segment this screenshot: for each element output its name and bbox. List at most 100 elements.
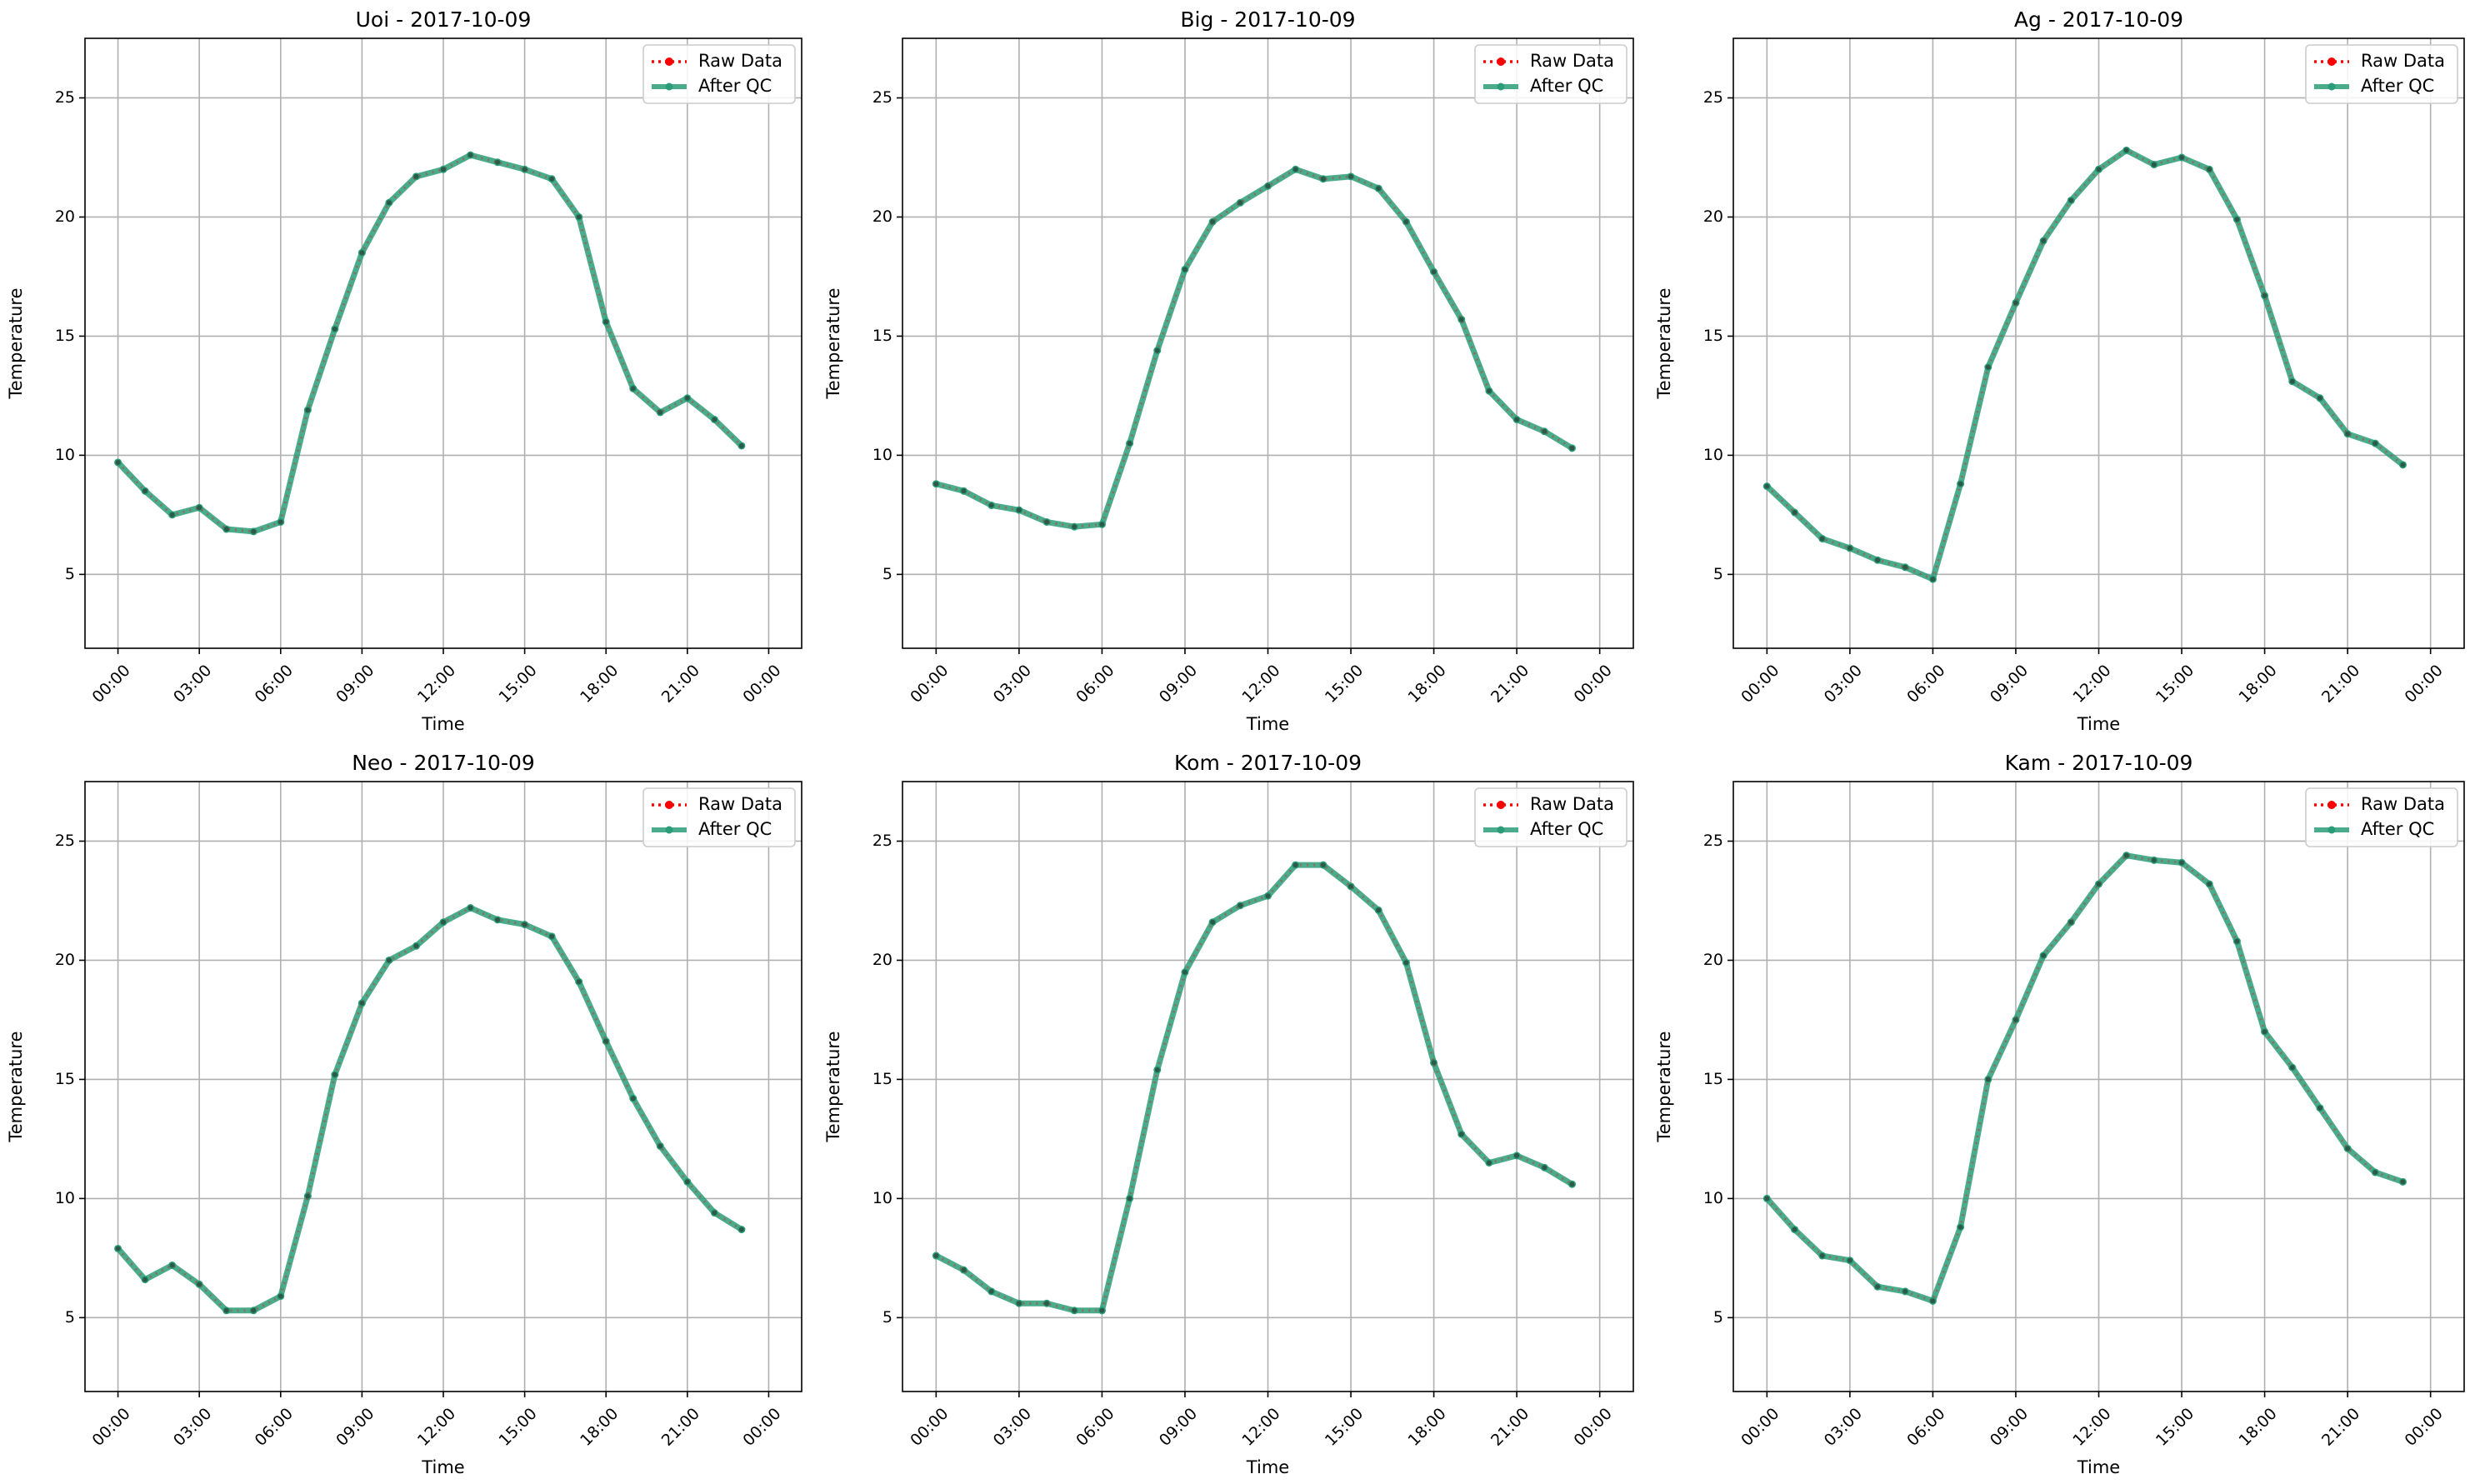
y-tick-label: 25 bbox=[872, 88, 892, 107]
x-tick-label: 21:00 bbox=[658, 1405, 703, 1450]
raw-data-point bbox=[2317, 1105, 2322, 1111]
y-tick-label: 15 bbox=[1703, 327, 1723, 345]
raw-data-point bbox=[658, 409, 663, 415]
subplot-title: Neo - 2017-10-09 bbox=[352, 751, 535, 775]
y-tick-label: 5 bbox=[882, 565, 892, 583]
y-tick-label: 10 bbox=[1703, 1189, 1723, 1207]
raw-data-point bbox=[1127, 441, 1132, 447]
raw-data-point bbox=[738, 442, 744, 448]
legend-raw-marker bbox=[1497, 57, 1505, 66]
raw-data-point bbox=[1847, 545, 1852, 551]
raw-data-point bbox=[142, 488, 148, 494]
raw-data-point bbox=[1265, 893, 1271, 899]
raw-data-point bbox=[961, 488, 967, 494]
x-tick-label: 18:00 bbox=[577, 662, 622, 707]
raw-data-point bbox=[2041, 238, 2047, 244]
raw-data-point bbox=[1431, 269, 1437, 275]
x-tick-label: 06:00 bbox=[1072, 662, 1118, 707]
x-tick-label: 00:00 bbox=[1738, 1405, 1782, 1450]
x-tick-label: 00:00 bbox=[1738, 662, 1782, 707]
raw-data-point bbox=[1764, 1196, 1770, 1202]
raw-data-point bbox=[522, 922, 528, 927]
legend-qc-marker bbox=[665, 826, 673, 834]
x-tick-label: 09:00 bbox=[1156, 1405, 1201, 1450]
subplot-title: Ag - 2017-10-09 bbox=[2014, 7, 2183, 32]
raw-data-point bbox=[386, 957, 392, 963]
raw-data-point bbox=[169, 1262, 175, 1268]
raw-data-point bbox=[1099, 1307, 1105, 1313]
x-tick-label: 00:00 bbox=[739, 662, 784, 707]
series-raw-data-line bbox=[117, 906, 742, 1312]
raw-data-point bbox=[1819, 1253, 1825, 1259]
legend: Raw Data After QC bbox=[2305, 787, 2458, 847]
legend-raw-label: Raw Data bbox=[1530, 51, 1614, 71]
raw-data-point bbox=[413, 173, 419, 179]
legend-qc-label: After QC bbox=[698, 76, 772, 96]
x-tick-label: 06:00 bbox=[252, 662, 297, 707]
raw-data-point bbox=[630, 1096, 636, 1102]
raw-data-point bbox=[2068, 197, 2074, 203]
raw-data-point bbox=[1348, 883, 1354, 889]
y-tick-label: 20 bbox=[1703, 207, 1723, 226]
x-tick-label: 00:00 bbox=[1571, 662, 1616, 707]
raw-data-point bbox=[933, 481, 939, 487]
y-tick-label: 25 bbox=[1703, 88, 1723, 107]
y-tick-label: 10 bbox=[55, 1189, 75, 1207]
subplot-4: 00:00 03:00 06:00 09:00 12:00 15:00 18:00 21:00… bbox=[6, 751, 802, 1477]
x-axis-label: Time bbox=[2077, 1457, 2120, 1477]
y-tick-label: 20 bbox=[55, 207, 75, 226]
raw-data-point bbox=[738, 1227, 744, 1232]
raw-data-point bbox=[495, 159, 501, 165]
x-tick-label: 15:00 bbox=[1322, 1405, 1367, 1450]
x-tick-label: 15:00 bbox=[495, 1405, 540, 1450]
raw-data-point bbox=[305, 1193, 311, 1199]
y-tick-label: 15 bbox=[872, 1070, 892, 1088]
x-tick-label: 18:00 bbox=[577, 1405, 622, 1450]
raw-data-point bbox=[2262, 1029, 2268, 1035]
raw-data-point bbox=[988, 502, 994, 508]
raw-data-point bbox=[1847, 1257, 1852, 1263]
raw-data-point bbox=[223, 527, 229, 532]
raw-data-point bbox=[2151, 857, 2157, 863]
y-tick-label: 25 bbox=[55, 88, 75, 107]
raw-data-point bbox=[603, 1038, 609, 1044]
raw-data-point bbox=[1072, 1307, 1078, 1313]
raw-data-point bbox=[1182, 969, 1188, 975]
x-tick-label: 18:00 bbox=[1404, 662, 1449, 707]
raw-data-point bbox=[933, 1253, 939, 1259]
legend-qc-label: After QC bbox=[1530, 819, 1603, 839]
y-tick-label: 20 bbox=[872, 951, 892, 969]
y-axis-label: Temperature bbox=[6, 1031, 26, 1142]
raw-data-point bbox=[223, 1307, 229, 1313]
raw-data-point bbox=[1154, 347, 1160, 353]
legend-raw-label: Raw Data bbox=[2361, 51, 2445, 71]
raw-data-point bbox=[1542, 1165, 1548, 1171]
x-tick-label: 15:00 bbox=[2152, 662, 2198, 707]
raw-data-point bbox=[2400, 1179, 2406, 1185]
raw-data-point bbox=[1320, 176, 1326, 182]
legend-raw-label: Raw Data bbox=[1530, 794, 1614, 814]
x-tick-label: 06:00 bbox=[1072, 1405, 1118, 1450]
raw-data-point bbox=[603, 319, 609, 325]
legend: Raw Data After QC bbox=[2305, 44, 2458, 104]
legend-qc-marker bbox=[2328, 826, 2336, 834]
raw-data-point bbox=[251, 1307, 257, 1313]
legend-raw-marker bbox=[665, 801, 673, 809]
raw-data-point bbox=[1985, 364, 1991, 370]
x-tick-label: 03:00 bbox=[1821, 1405, 1866, 1450]
legend-qc-label: After QC bbox=[698, 819, 772, 839]
x-tick-label: 09:00 bbox=[1156, 662, 1201, 707]
raw-data-point bbox=[1348, 173, 1354, 179]
y-tick-label: 5 bbox=[65, 565, 75, 583]
series-after-qc-line bbox=[932, 166, 1575, 530]
raw-data-point bbox=[1514, 1152, 1520, 1158]
series-raw-data-line bbox=[935, 167, 1573, 528]
raw-data-point bbox=[1875, 1284, 1881, 1290]
x-axis-label: Time bbox=[421, 1457, 464, 1477]
raw-data-point bbox=[278, 1293, 283, 1299]
raw-data-point bbox=[1265, 183, 1271, 189]
raw-data-point bbox=[2068, 919, 2074, 925]
x-tick-label: 21:00 bbox=[2318, 662, 2363, 707]
raw-data-point bbox=[2151, 162, 2157, 167]
raw-data-point bbox=[359, 250, 365, 256]
